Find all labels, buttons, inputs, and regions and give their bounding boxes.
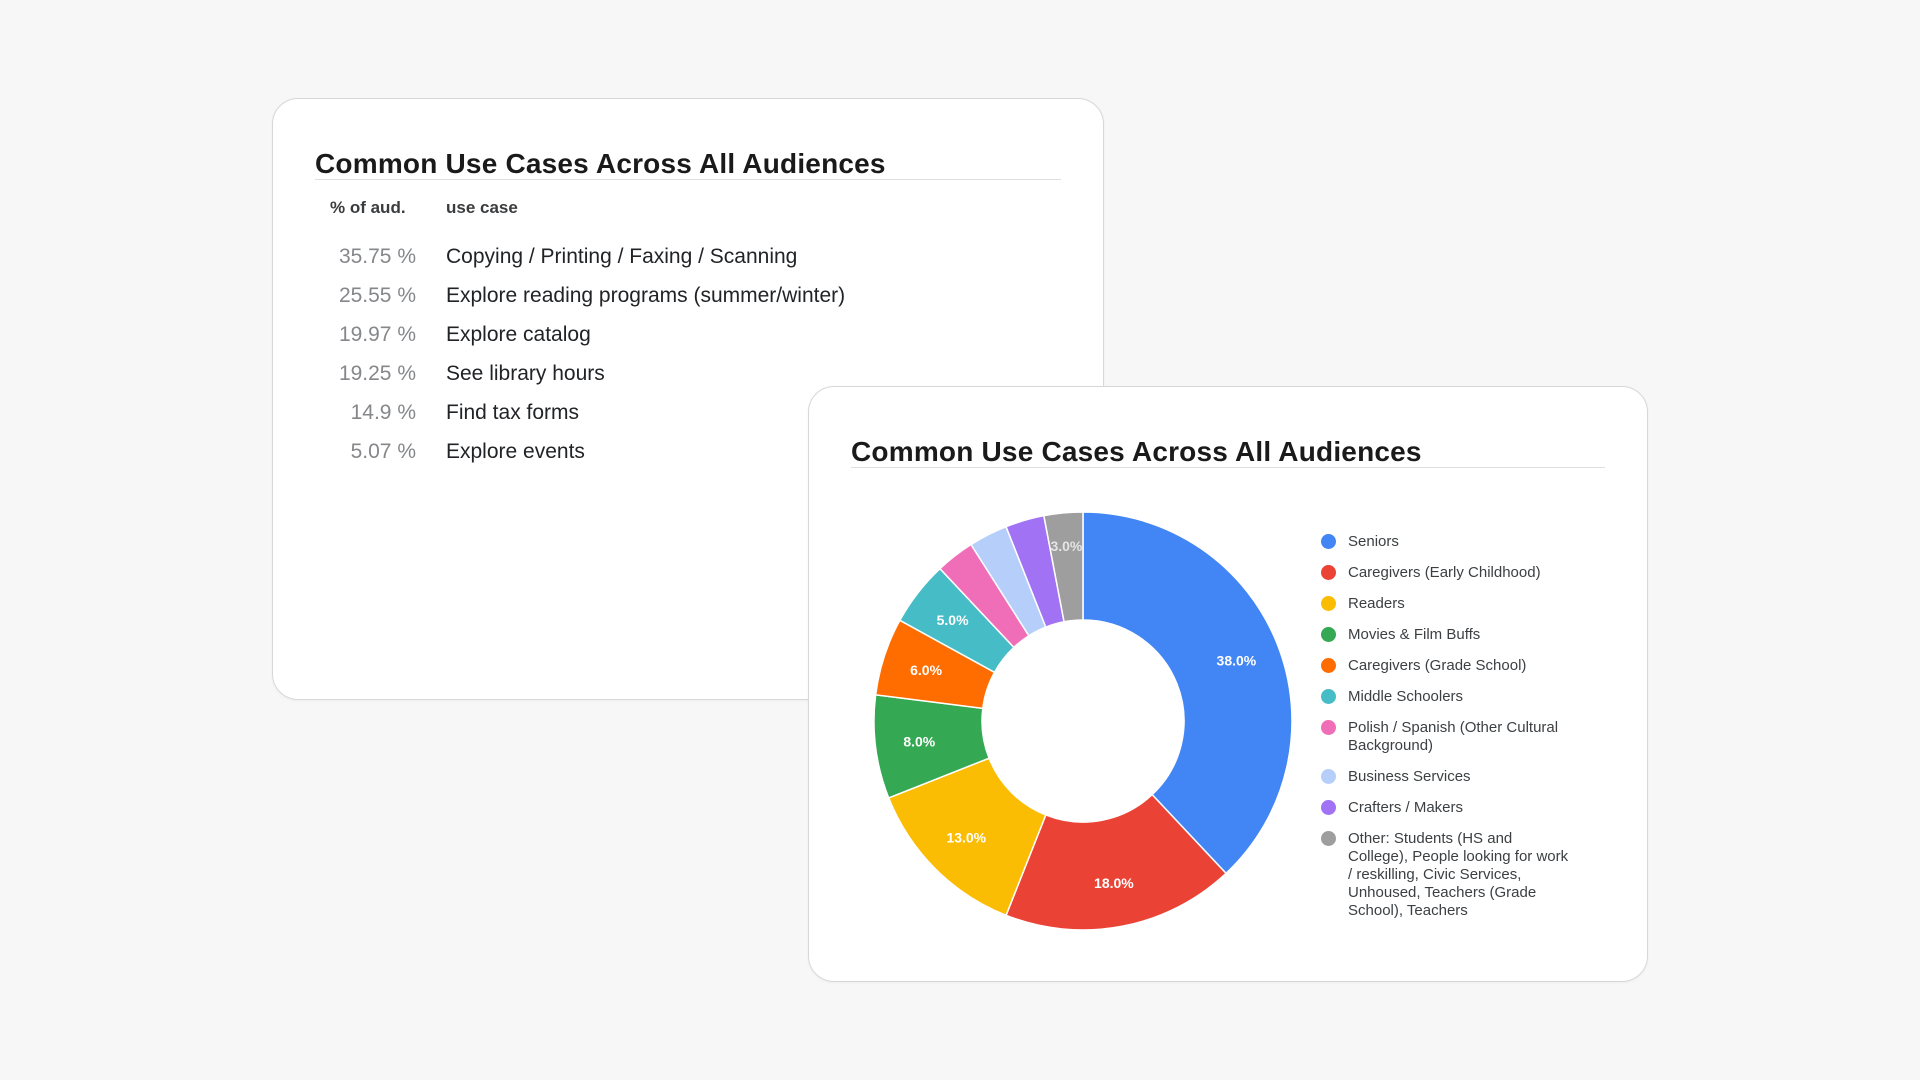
table-card-title: Common Use Cases Across All Audiences (315, 147, 886, 179)
table-row: 19.25 % See library hours (330, 354, 845, 393)
legend-item[interactable]: Caregivers (Grade School) (1321, 657, 1573, 675)
table-header-row: % of aud. use case (330, 197, 845, 219)
pct-value: 5.07 % (350, 440, 416, 463)
table-row: 35.75 % Copying / Printing / Faxing / Sca… (330, 237, 845, 276)
legend-item[interactable]: Business Services (1321, 768, 1573, 786)
pct-value: 14.9 % (350, 401, 416, 424)
legend-dot-icon (1321, 800, 1336, 815)
legend-dot-icon (1321, 658, 1336, 673)
pct-value: 19.97 % (338, 323, 416, 346)
legend-label: Middle Schoolers (1348, 688, 1464, 705)
legend-label: Readers (1348, 595, 1405, 612)
legend-label: Movies & Film Buffs (1348, 626, 1481, 643)
use-case-value: Find tax forms (446, 401, 580, 424)
legend-item[interactable]: Crafters / Makers (1321, 799, 1573, 817)
legend-item[interactable]: Middle Schoolers (1321, 688, 1573, 706)
legend-item[interactable]: Readers (1321, 595, 1573, 613)
legend-label: Crafters / Makers (1348, 799, 1464, 816)
legend-label: Business Services (1348, 768, 1471, 785)
legend-item[interactable]: Caregivers (Early Childhood) (1321, 564, 1573, 582)
legend-dot-icon (1321, 831, 1336, 846)
pie-slice[interactable] (1082, 511, 1293, 875)
table-card-divider (315, 179, 1061, 180)
chart-legend: Seniors Caregivers (Early Childhood) Reade… (1321, 533, 1573, 933)
legend-dot-icon (1321, 565, 1336, 580)
chart-card-divider (851, 467, 1605, 468)
legend-label: Polish / Spanish (Other Cultural Backgro… (1348, 719, 1559, 754)
use-case-value: Copying / Printing / Faxing / Scanning (446, 245, 798, 268)
column-header-pct: % of aud. (330, 198, 406, 217)
table-row: 25.55 % Explore reading programs (summer/… (330, 276, 845, 315)
use-case-value: Explore catalog (446, 323, 591, 346)
pie-slice[interactable] (887, 757, 1047, 917)
pct-value: 25.55 % (338, 284, 416, 307)
legend-label: Other: Students (HS and College), People… (1348, 830, 1569, 919)
legend-dot-icon (1321, 720, 1336, 735)
legend-item[interactable]: Seniors (1321, 533, 1573, 551)
pct-value: 35.75 % (338, 245, 416, 268)
chart-card-title: Common Use Cases Across All Audiences (851, 435, 1422, 467)
legend-dot-icon (1321, 596, 1336, 611)
use-case-value: Explore reading programs (summer/winter) (446, 284, 846, 307)
use-cases-table: % of aud. use case 35.75 % Copying / Prin… (330, 197, 845, 471)
column-header-use-case: use case (446, 198, 518, 217)
legend-label: Caregivers (Grade School) (1348, 657, 1527, 674)
use-cases-chart-card: Common Use Cases Across All Audiences 38… (808, 386, 1648, 982)
donut-chart-svg: 38.0%18.0%13.0%8.0%6.0%5.0%3.0% (873, 511, 1293, 931)
legend-label: Caregivers (Early Childhood) (1348, 564, 1541, 581)
legend-dot-icon (1321, 627, 1336, 642)
pie-slice[interactable] (1005, 793, 1228, 931)
table-row: 5.07 % Explore events (330, 432, 845, 471)
table-row: 14.9 % Find tax forms (330, 393, 845, 432)
use-case-value: Explore events (446, 440, 585, 463)
legend-item[interactable]: Other: Students (HS and College), People… (1321, 830, 1573, 920)
pct-value: 19.25 % (338, 362, 416, 385)
legend-dot-icon (1321, 769, 1336, 784)
table-row: 19.97 % Explore catalog (330, 315, 845, 354)
legend-dot-icon (1321, 534, 1336, 549)
legend-item[interactable]: Movies & Film Buffs (1321, 626, 1573, 644)
table-body: 35.75 % Copying / Printing / Faxing / Sca… (330, 237, 845, 471)
donut-chart: 38.0% 18.0% 13.0% 8.0% 6.0% 5.0% 3.0% (853, 491, 1313, 951)
pie-slice[interactable] (1042, 511, 1084, 623)
use-case-value: See library hours (446, 362, 605, 385)
legend-dot-icon (1321, 689, 1336, 704)
legend-label: Seniors (1348, 533, 1399, 550)
legend-item[interactable]: Polish / Spanish (Other Cultural Backgro… (1321, 719, 1573, 755)
